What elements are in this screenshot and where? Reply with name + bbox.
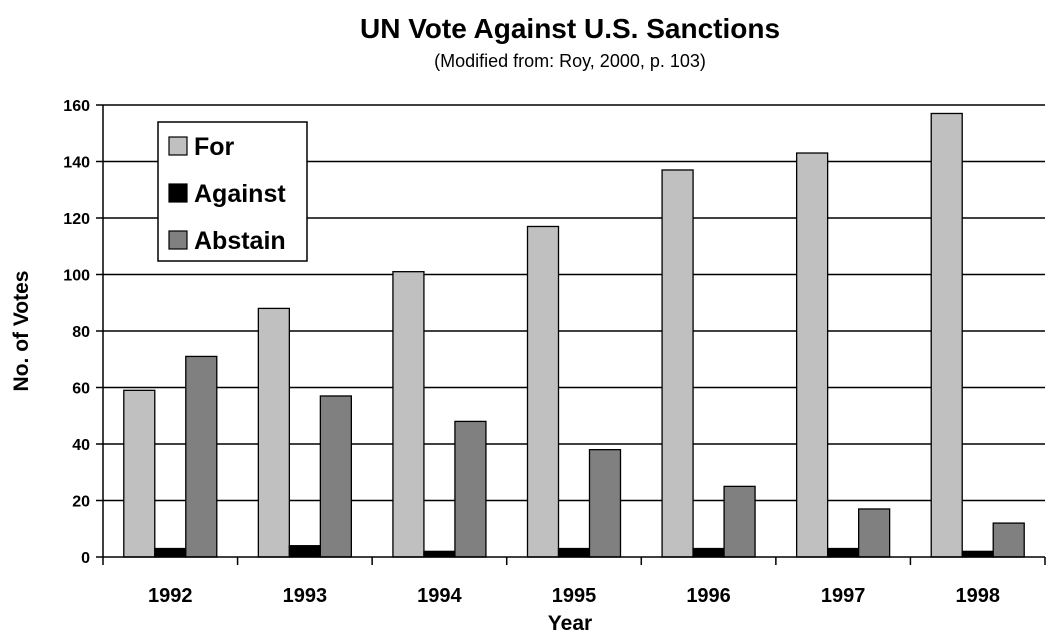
x-tick-label: 1994 [417,585,462,607]
bar-against-1998 [961,550,994,558]
y-tick-label: 0 [81,550,90,567]
bars-group [123,112,1025,558]
x-tick-label: 1995 [552,585,597,607]
bar-against-1996 [692,547,725,558]
bar-abstain-1993 [319,395,353,558]
bar-for-1992 [123,389,156,558]
x-tick-label: 1996 [686,585,731,607]
x-tick-label: 1992 [148,585,193,607]
bar-for-1997 [795,152,829,558]
bar-against-1997 [826,547,860,558]
legend-swatch-against [168,183,188,203]
legend: For Against Abstain [157,121,308,262]
bar-abstain-1997 [857,508,891,558]
legend-swatch-abstain [168,230,188,250]
chart-subtitle: (Modified from: Roy, 2000, p. 103) [434,51,706,71]
bar-for-1998 [930,112,963,558]
y-tick-label: 140 [63,155,90,172]
x-tick-label: 1997 [821,585,866,607]
y-tick-labels: 0 20 40 60 80 100 120 140 160 [63,98,90,567]
y-axis-label: No. of Votes [10,271,33,392]
y-tick-label: 120 [63,211,90,228]
y-tick-label: 80 [72,324,90,341]
y-tick-label: 40 [72,437,90,454]
bar-for-1996 [661,169,694,558]
legend-label-against: Against [194,180,286,208]
bar-abstain-1995 [588,448,622,558]
bar-against-1992 [154,547,187,558]
y-tick-label: 60 [72,381,90,398]
y-tick-label: 160 [63,98,90,115]
chart-title: UN Vote Against U.S. Sanctions [360,13,780,44]
bar-against-1994 [423,550,456,558]
bar-against-1993 [288,545,322,558]
x-axis-label: Year [548,612,592,635]
bar-abstain-1992 [185,355,218,558]
bar-for-1994 [392,271,425,558]
legend-swatch-for [168,136,188,156]
bar-abstain-1996 [723,485,756,558]
y-tick-label: 20 [72,494,90,511]
bar-against-1995 [557,547,591,558]
legend-label-abstain: Abstain [194,227,286,255]
bar-for-1993 [257,307,291,558]
x-tick-labels: 1992 1993 1994 1995 1996 1997 1998 [148,585,1000,607]
bar-abstain-1998 [992,522,1025,558]
bar-abstain-1994 [454,420,487,558]
bar-for-1995 [526,225,560,558]
x-tick-label: 1993 [283,585,328,607]
y-tick-label: 100 [63,268,90,285]
legend-label-for: For [194,133,235,161]
axes-group [96,104,1046,565]
x-tick-label: 1998 [955,585,1000,607]
